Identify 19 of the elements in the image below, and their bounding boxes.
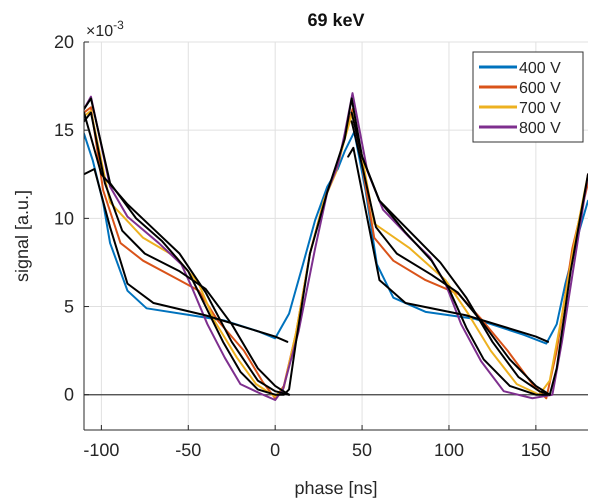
legend-label: 400 V [519,60,562,77]
x-axis-title: phase [ns] [294,478,378,498]
x-tick-label: 50 [352,440,372,460]
y-tick-label: 5 [64,296,74,317]
chart-title: 69 keV [307,10,365,30]
y-tick-label: 15 [54,120,74,140]
legend-label: 700 V [519,100,562,117]
y-tick-label: 0 [64,384,74,405]
x-tick-label: 0 [270,440,280,460]
y-axis-title: signal [a.u.] [12,190,32,282]
legend-label: 800 V [519,120,562,137]
x-tick-label: 100 [434,440,464,460]
x-tick-label: -100 [83,440,120,460]
y-tick-label: 10 [54,208,74,228]
x-tick-label: 150 [520,440,551,460]
text: ×10$^{-3}$ [86,18,124,40]
y-tick-label: 20 [54,32,74,52]
x-tick-label: -50 [175,440,202,460]
legend-label: 600 V [519,80,562,97]
